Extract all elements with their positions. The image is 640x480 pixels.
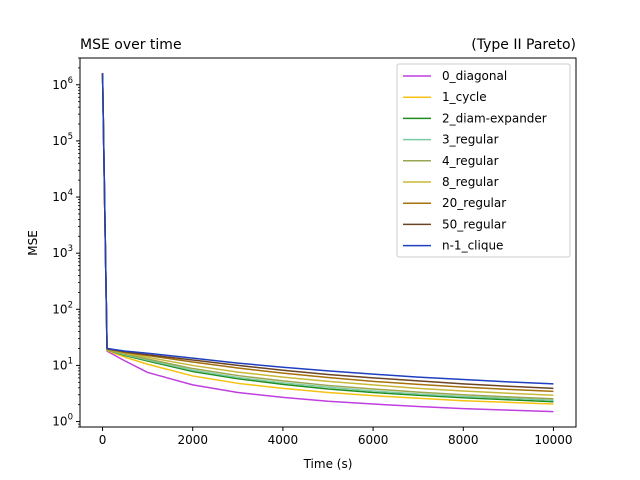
x-tick-label: 4000: [268, 433, 299, 447]
y-tick-label: 103: [52, 244, 73, 260]
y-tick-label: 101: [52, 356, 73, 372]
x-tick-label: 6000: [358, 433, 389, 447]
y-tick-label: 106: [52, 76, 73, 92]
y-axis-title: MSE: [26, 230, 40, 256]
x-tick-label: 2000: [177, 433, 208, 447]
legend-label-0_diagonal: 0_diagonal: [442, 69, 507, 83]
legend-label-2_diam-expander: 2_diam-expander: [442, 111, 547, 125]
legend-label-1_cycle: 1_cycle: [442, 90, 487, 104]
legend-label-n-1_clique: n-1_clique: [442, 239, 503, 253]
y-axis: 100 101 102 103 104 105 106: [52, 57, 80, 429]
series-line-1_cycle: [101, 73, 554, 405]
y-tick-label: 100: [52, 413, 73, 429]
x-tick-label: 0: [99, 433, 107, 447]
legend-box: [396, 63, 571, 258]
y-tick-label: 104: [52, 188, 73, 204]
x-axis-title: Time (s): [303, 457, 353, 471]
chart-subtitle: (Type II Pareto): [471, 37, 576, 53]
chart-title: MSE over time: [80, 37, 182, 53]
plot-frame: [79, 57, 577, 428]
series-line-2_diam-expander: [101, 73, 554, 403]
series-line-n-1_clique: [101, 73, 554, 385]
y-tick-label: 102: [52, 300, 73, 316]
x-tick-label: 8000: [448, 433, 479, 447]
y-tick-label: 105: [52, 132, 73, 148]
series-line-0_diagonal: [101, 73, 554, 413]
legend: 0_diagonal 1_cycle 2_diam-expander 3_regula…: [396, 63, 571, 258]
x-axis: 0 2000 4000 6000 8000 10000: [99, 427, 573, 447]
legend-label-3_regular: 3_regular: [442, 133, 499, 147]
legend-label-50_regular: 50_regular: [442, 217, 506, 231]
series-line-3_regular: [101, 73, 554, 401]
plot-lines: [101, 73, 554, 413]
legend-label-8_regular: 8_regular: [442, 175, 499, 189]
legend-label-20_regular: 20_regular: [442, 196, 506, 210]
legend-label-4_regular: 4_regular: [442, 154, 499, 168]
x-tick-label: 10000: [534, 433, 572, 447]
